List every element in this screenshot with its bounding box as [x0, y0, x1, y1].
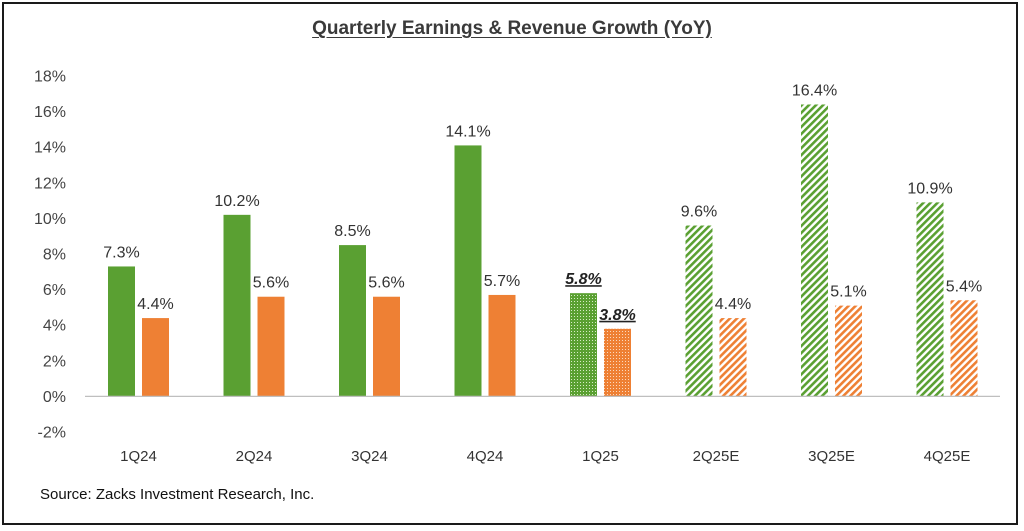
- revenue-data-label-3q25e: 5.1%: [830, 284, 866, 301]
- earnings-bar-4q25e: [916, 202, 944, 397]
- earnings-data-label-3q24: 8.5%: [334, 223, 370, 240]
- x-tick-label-4q24: 4Q24: [467, 448, 504, 465]
- earnings-bar-2q24: [223, 214, 251, 397]
- source-note: Source: Zacks Investment Research, Inc.: [40, 486, 315, 503]
- y-tick-label: 10%: [34, 211, 66, 228]
- revenue-data-label-4q25e: 5.4%: [946, 278, 982, 295]
- revenue-data-label-2q24: 5.6%: [253, 275, 289, 292]
- revenue-bar-3q25e: [835, 305, 862, 397]
- earnings-bar-1q24: [108, 266, 135, 397]
- y-tick-label: 16%: [34, 104, 66, 121]
- earnings-data-label-4q24: 14.1%: [445, 123, 490, 140]
- earnings-bar-3q25e: [801, 104, 828, 397]
- earnings-data-label-2q25e: 9.6%: [681, 204, 717, 221]
- earnings-data-label-1q24: 7.3%: [103, 244, 139, 261]
- earnings-bar-4q24: [454, 145, 482, 397]
- chart-frame: [2, 2, 1018, 525]
- earnings-bar-2q25e: [685, 225, 713, 397]
- revenue-bar-3q24: [373, 296, 400, 397]
- revenue-data-label-3q24: 5.6%: [368, 275, 404, 292]
- y-tick-label: 8%: [43, 247, 66, 264]
- revenue-data-label-2q25e: 4.4%: [715, 296, 751, 313]
- y-tick-label: -2%: [38, 425, 66, 442]
- y-tick-label: 12%: [34, 175, 66, 192]
- x-tick-label-3q25e: 3Q25E: [808, 448, 855, 465]
- x-tick-label-1q25: 1Q25: [582, 448, 619, 465]
- revenue-data-label-1q25: 3.8%: [599, 307, 635, 324]
- chart-title: Quarterly Earnings & Revenue Growth (YoY…: [312, 18, 712, 39]
- y-tick-label: 0%: [43, 389, 66, 406]
- revenue-bar-1q25: [604, 328, 631, 397]
- y-tick-label: 6%: [43, 282, 66, 299]
- revenue-bar-2q25e: [719, 318, 747, 397]
- y-tick-label: 14%: [34, 140, 66, 157]
- revenue-data-label-4q24: 5.7%: [484, 273, 520, 290]
- earnings-data-label-4q25e: 10.9%: [907, 180, 952, 197]
- earnings-bar-3q24: [339, 245, 366, 397]
- x-tick-label-3q24: 3Q24: [351, 448, 388, 465]
- revenue-data-label-1q24: 4.4%: [137, 296, 173, 313]
- earnings-data-label-1q25: 5.8%: [565, 271, 601, 288]
- earnings-data-label-3q25e: 16.4%: [792, 82, 837, 99]
- y-tick-label: 18%: [34, 69, 66, 86]
- earnings-data-label-2q24: 10.2%: [214, 193, 259, 210]
- x-tick-label-4q25e: 4Q25E: [924, 448, 971, 465]
- revenue-bar-1q24: [142, 318, 169, 397]
- x-tick-label-1q24: 1Q24: [120, 448, 157, 465]
- x-tick-label-2q24: 2Q24: [236, 448, 273, 465]
- y-tick-label: 4%: [43, 318, 66, 335]
- earnings-bar-1q25: [570, 293, 597, 397]
- revenue-bar-2q24: [257, 296, 285, 397]
- revenue-bar-4q25e: [950, 300, 978, 397]
- x-tick-label-2q25e: 2Q25E: [693, 448, 740, 465]
- revenue-bar-4q24: [488, 294, 516, 397]
- y-tick-label: 2%: [43, 353, 66, 370]
